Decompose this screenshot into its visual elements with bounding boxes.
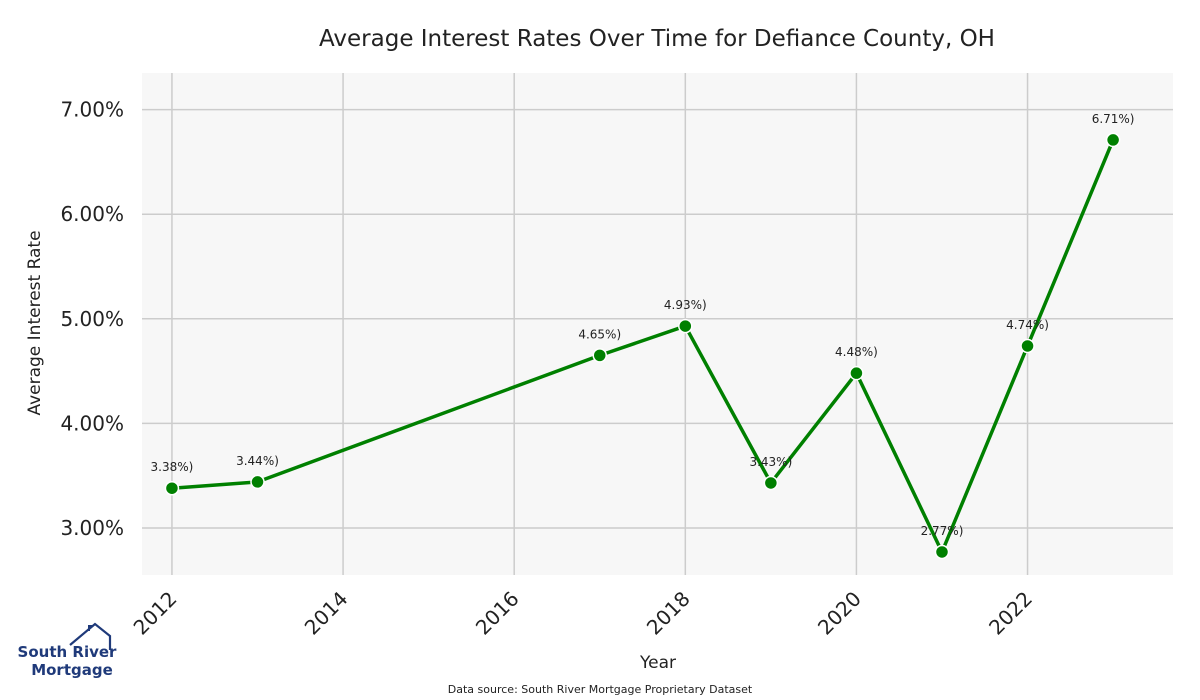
plot-area	[142, 73, 1173, 575]
y-tick-label: 5.00%	[60, 307, 124, 331]
company-logo: South River Mortgage	[18, 622, 118, 679]
data-source-note: Data source: South River Mortgage Propri…	[448, 683, 753, 696]
y-axis-ticks: 3.00% 4.00% 5.00% 6.00% 7.00%	[60, 98, 124, 540]
data-label: 3.38%)	[151, 460, 194, 474]
data-point	[250, 474, 265, 490]
data-label: 4.93%)	[664, 298, 707, 312]
data-point	[1105, 132, 1121, 148]
data-point	[678, 318, 693, 334]
y-axis-label: Average Interest Rate	[25, 230, 45, 415]
data-label: 4.65%)	[578, 327, 621, 341]
data-label: 2.77%)	[921, 524, 964, 538]
x-tick-label: 2022	[984, 587, 1037, 640]
data-label: 4.48%)	[835, 345, 878, 359]
x-axis-label: Year	[639, 653, 676, 673]
x-tick-label: 2018	[642, 587, 695, 640]
house-roof-icon	[69, 622, 112, 650]
data-point	[934, 544, 950, 560]
y-tick-label: 7.00%	[60, 98, 124, 122]
y-tick-label: 4.00%	[60, 411, 124, 435]
x-axis-ticks: 2012 2014 2016 2018 2020 2022	[129, 587, 1038, 640]
data-label: 6.71%)	[1092, 112, 1135, 126]
x-tick-label: 2012	[129, 587, 182, 640]
x-tick-label: 2020	[813, 587, 866, 640]
data-label: 3.44%)	[236, 454, 279, 468]
data-point	[763, 475, 779, 491]
data-label: 3.43%)	[749, 455, 792, 469]
y-tick-label: 3.00%	[60, 516, 124, 540]
data-point	[592, 348, 607, 363]
data-point	[849, 365, 864, 381]
chimney-icon	[88, 625, 93, 631]
chart-title: Average Interest Rates Over Time for Def…	[319, 26, 995, 52]
data-point	[1020, 338, 1035, 354]
data-label: 4.74%)	[1006, 318, 1049, 332]
series-layer: 3.38%) 3.44%) 4.65%) 4.93%) 3.43%) 4.48%) 2.77…	[151, 112, 1135, 560]
logo-line-1: South River	[18, 643, 118, 661]
y-tick-label: 6.00%	[60, 202, 124, 226]
logo-line-2: Mortgage	[31, 661, 113, 679]
data-point	[164, 480, 180, 496]
x-tick-label: 2014	[300, 587, 353, 640]
x-tick-label: 2016	[471, 587, 524, 640]
gridlines	[142, 73, 1173, 575]
